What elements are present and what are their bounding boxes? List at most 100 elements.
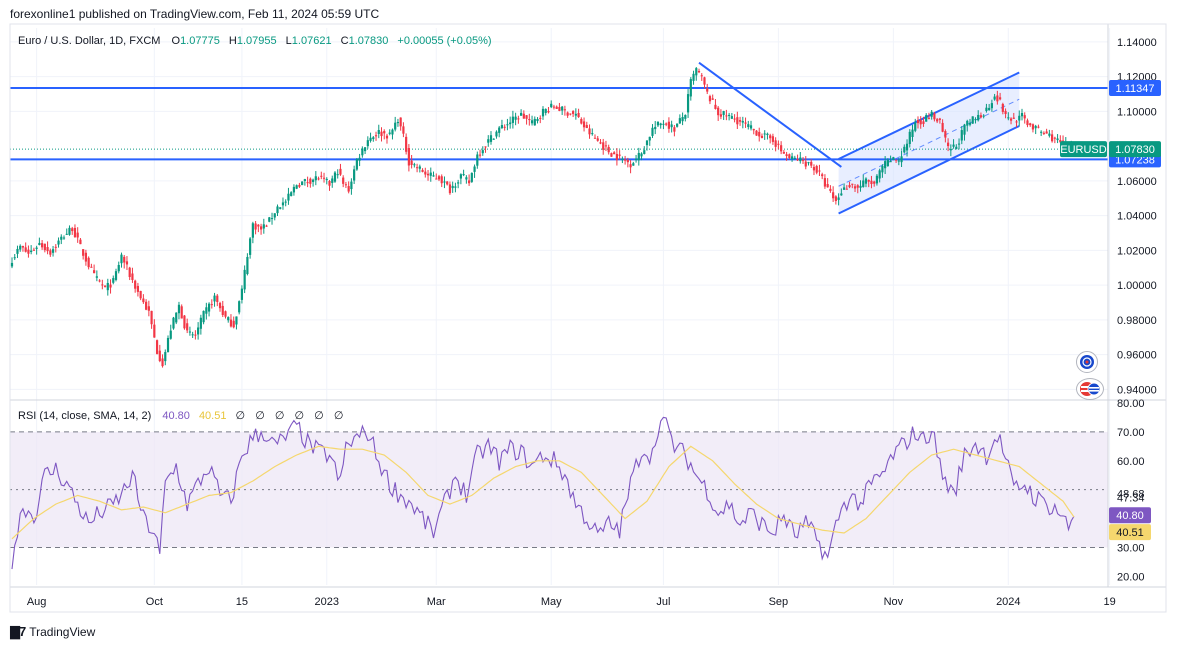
candle (197, 322, 200, 340)
candle (670, 120, 673, 133)
candle (539, 115, 542, 124)
candle-body (711, 98, 714, 100)
candle-body (769, 135, 772, 139)
candle (202, 310, 205, 325)
rsi-value-label: 40.51 (1116, 527, 1144, 539)
candle (462, 169, 465, 177)
candle (643, 146, 646, 155)
candle-body (974, 119, 977, 121)
candle (941, 119, 944, 133)
candle-body (388, 132, 391, 134)
candle (470, 172, 473, 183)
rsi-tick-label: 47.34 (1117, 492, 1145, 504)
candle (188, 326, 192, 336)
candle (123, 254, 126, 269)
candle (722, 110, 725, 120)
candle (1031, 123, 1035, 133)
tradingview-footer[interactable]: ▇7 TradingView (10, 624, 95, 640)
candle-body (821, 174, 824, 177)
candle-body (758, 131, 761, 137)
candle-body (221, 305, 224, 315)
candle-body (372, 137, 375, 140)
candle-body (325, 178, 328, 181)
candle-body (429, 172, 432, 176)
candle-body (298, 184, 301, 187)
us-flag-icon[interactable] (1076, 378, 1104, 400)
candle-body (1048, 133, 1051, 136)
candle-body (276, 206, 279, 214)
candle (738, 116, 742, 126)
candle-body (462, 174, 465, 176)
candle (591, 128, 594, 136)
candle-body (243, 269, 246, 290)
candle (424, 167, 427, 178)
candle-body (988, 107, 991, 111)
candle (708, 94, 712, 105)
candle-body (421, 169, 424, 172)
candle-body (1051, 134, 1054, 142)
candle (363, 146, 367, 154)
symbol-badge-label: EURUSD (1060, 144, 1107, 156)
candle (492, 138, 495, 140)
candle-body (979, 115, 983, 118)
candle (1040, 130, 1043, 137)
candle-body (593, 137, 597, 139)
symbol-name[interactable]: Euro / U.S. Dollar, 1D, FXCM (18, 35, 161, 47)
candle-body (807, 162, 810, 164)
candle (317, 176, 320, 181)
candle-body (968, 122, 972, 125)
candle-body (911, 129, 914, 137)
candle-body (87, 257, 90, 268)
rsi-indicator-name[interactable]: RSI (14, close, SMA, 14, 2) (18, 410, 152, 422)
candle (41, 240, 44, 250)
candle (894, 159, 898, 163)
candle-body (799, 157, 802, 162)
globe-icon[interactable] (1076, 351, 1098, 373)
candle-body (328, 181, 331, 186)
candle-body (287, 193, 290, 201)
candle-body (903, 146, 906, 153)
candle-body (30, 250, 33, 253)
candle-body (763, 133, 766, 135)
candle-body (363, 147, 367, 152)
candle-body (892, 157, 895, 161)
candle-body (249, 238, 252, 255)
candle-body (793, 157, 796, 159)
candle (881, 164, 884, 178)
candle (859, 180, 862, 192)
candle-body (580, 118, 583, 124)
candle (517, 115, 520, 124)
candle (788, 153, 791, 160)
candle (355, 157, 358, 171)
candle-body (73, 227, 77, 238)
candle (309, 177, 312, 188)
candle-body (93, 270, 96, 274)
candle (561, 105, 564, 115)
candle-body (478, 154, 482, 156)
candle-body (435, 178, 438, 180)
candle (897, 157, 900, 166)
candle-body (336, 174, 339, 176)
candle-body (355, 158, 358, 170)
candle-body (985, 107, 988, 111)
empty-value: ∅ (235, 410, 246, 422)
candle (311, 178, 315, 187)
candle (257, 224, 260, 233)
candle (711, 94, 714, 100)
candle (856, 184, 859, 194)
candle (1053, 136, 1056, 144)
candle (369, 132, 372, 143)
candle-body (572, 111, 575, 114)
empty-value: ∅ (255, 410, 265, 422)
candle (938, 117, 941, 124)
low-label: L (285, 35, 292, 47)
candle-body (555, 106, 558, 109)
candle (128, 266, 131, 281)
candle-body (410, 160, 413, 165)
candle-body (106, 282, 109, 291)
candle-body (790, 156, 794, 160)
price-tick-label: 0.98000 (1117, 315, 1157, 327)
candle (837, 193, 840, 206)
candle-body (205, 307, 208, 314)
